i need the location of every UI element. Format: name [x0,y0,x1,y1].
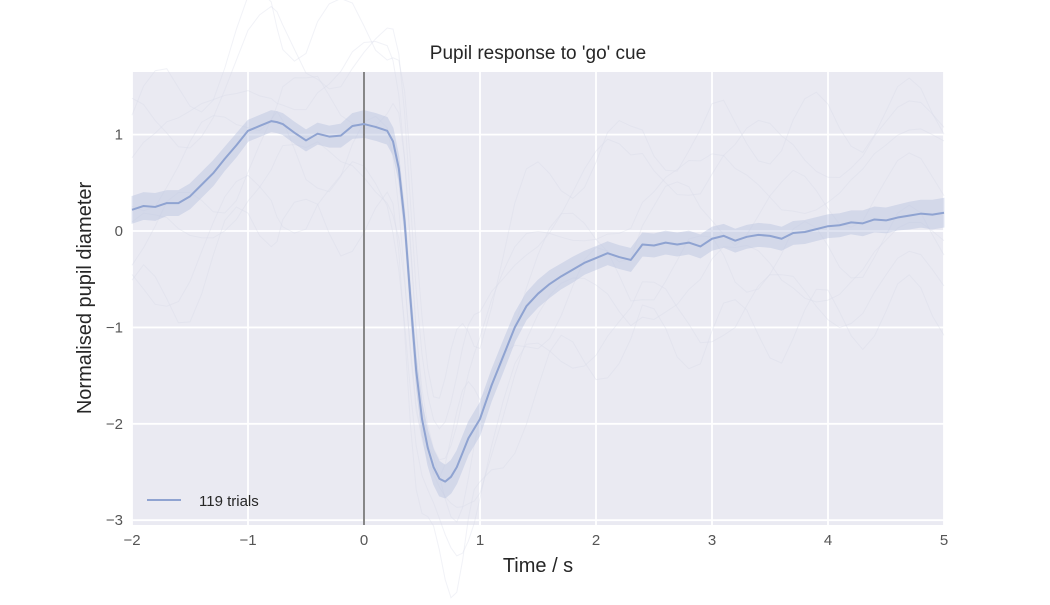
x-axis-label: Time / s [503,555,573,577]
y-tick-label: −2 [106,416,123,433]
trial-trace [131,0,945,399]
x-tick-label: 5 [940,532,948,549]
chart-title: Pupil response to 'go' cue [430,43,646,64]
legend: 119 trials [147,493,259,510]
trial-trace [131,141,945,508]
series-lines [131,120,945,483]
x-tick-label: 3 [708,532,716,549]
x-tick-label: 4 [824,532,832,549]
trial-trace [131,5,945,430]
trial-trace [131,75,945,479]
x-tick-label: −1 [239,532,256,549]
x-tick-label: 1 [476,532,484,549]
plot-background [132,72,944,525]
y-tick-label: 0 [115,223,123,240]
trial-trace [131,161,945,557]
trial-trace [131,191,945,599]
series-line [131,120,945,483]
y-tick-label: −1 [106,319,123,336]
y-tick-labels: −3 −2 −1 0 1 [106,127,123,530]
y-tick-label: 1 [115,127,123,144]
y-axis-label: Normalised pupil diameter [74,182,96,415]
trial-trace [131,41,945,461]
x-tick-label: 2 [592,532,600,549]
x-tick-label: −2 [123,532,140,549]
x-tick-label: 0 [360,532,368,549]
x-tick-labels: −2 −1 0 1 2 3 4 5 [123,532,948,549]
y-tick-label: −3 [106,512,123,529]
legend-label: 119 trials [199,493,259,510]
